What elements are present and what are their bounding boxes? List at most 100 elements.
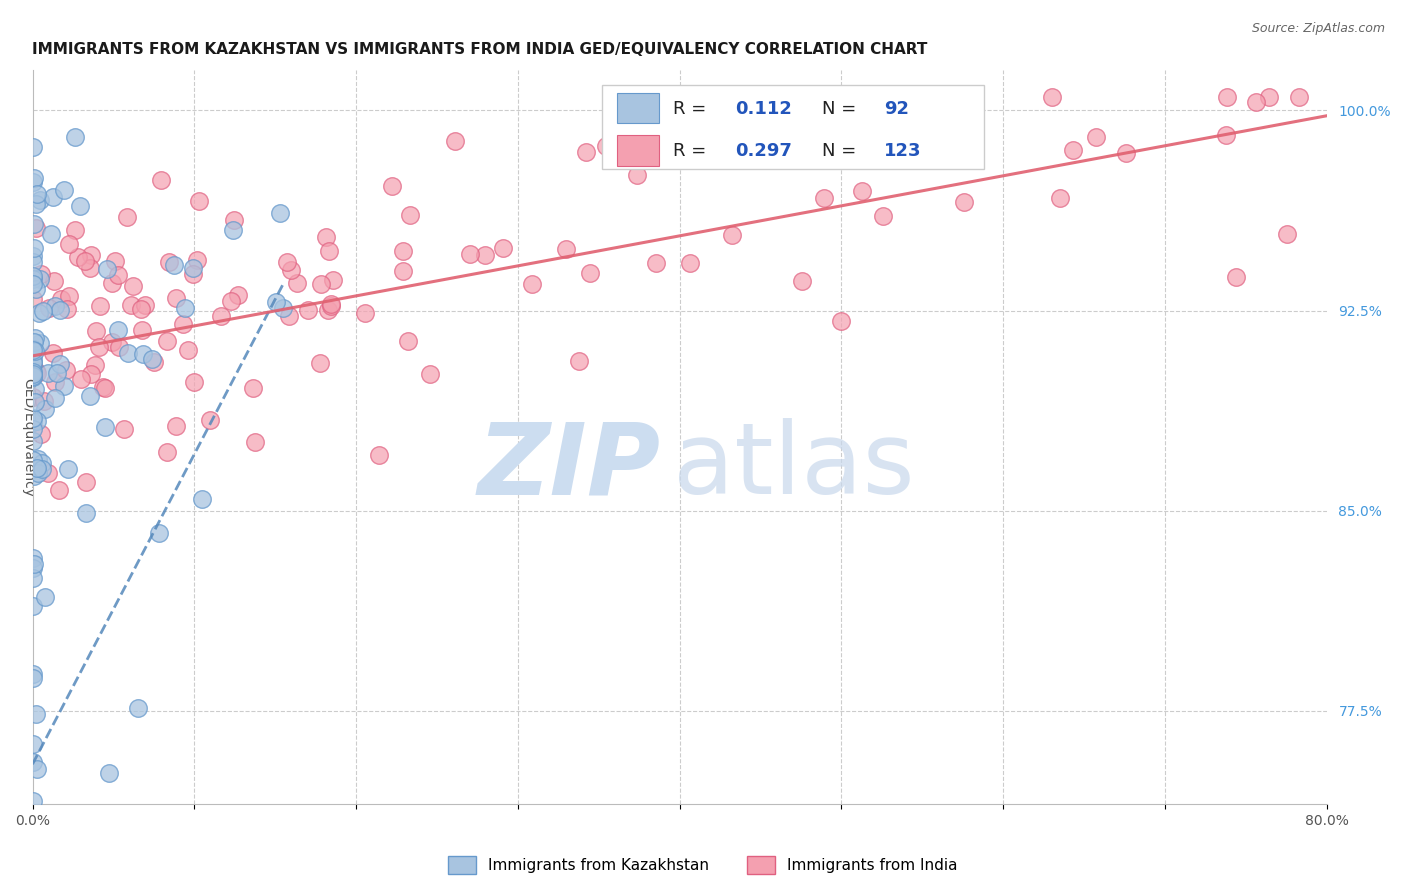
Point [181,267,204,281]
Point [1275,227,1298,242]
Point [132,346,155,360]
Point [645,256,668,270]
Point [392,264,415,278]
Point [69,199,91,213]
Point [25,282,48,296]
Text: N =: N = [823,142,862,160]
Point [46,366,69,380]
Point [183,376,205,390]
Point [131,301,153,316]
Point [626,169,648,183]
Point [226,288,249,302]
Point [28,306,51,320]
Point [107,340,129,354]
Point [458,247,481,261]
Point [21,139,44,153]
Point [269,205,291,219]
Text: R =: R = [673,100,711,118]
Point [186,252,208,267]
Point [56,301,79,316]
Point [34,590,56,604]
Point [177,343,200,357]
Point [27,414,49,428]
Point [94,381,117,395]
Point [444,134,467,148]
Point [354,306,377,320]
Text: Source: ZipAtlas.com: Source: ZipAtlas.com [1251,22,1385,36]
Point [84,358,107,372]
Text: atlas: atlas [673,418,915,516]
Point [848,137,870,152]
Point [69,372,91,386]
Point [21,343,44,357]
Point [98,765,121,780]
Point [30,272,52,286]
Text: 92: 92 [884,100,910,118]
Point [1115,146,1137,161]
Point [107,323,129,337]
Point [21,255,44,269]
Point [27,451,49,466]
Text: ZIP: ZIP [477,418,661,516]
Point [32,304,55,318]
Point [242,381,264,395]
Point [24,331,46,345]
Point [474,248,496,262]
Point [21,355,44,369]
Bar [617,93,659,123]
Point [243,435,266,450]
Point [22,292,45,306]
Point [831,314,853,328]
Point [21,755,44,769]
Point [156,334,179,349]
Point [53,183,76,197]
Point [142,355,165,369]
Point [280,263,302,277]
Point [679,150,702,164]
Point [315,229,337,244]
Point [1216,90,1239,104]
Point [398,208,420,222]
Point [492,242,515,256]
Point [96,262,118,277]
Point [24,344,46,359]
Point [191,491,214,506]
Point [31,461,53,475]
Point [104,253,127,268]
Point [56,462,79,476]
Point [21,453,44,467]
Point [21,415,44,429]
Point [101,276,124,290]
Point [21,434,44,449]
Point [22,335,45,350]
Point [21,370,44,384]
Point [44,299,66,313]
Point [679,256,702,270]
Bar [617,135,659,166]
Point [65,223,87,237]
Point [44,391,66,405]
Text: R =: R = [673,142,711,160]
Point [308,356,330,370]
Point [222,213,245,227]
Point [21,356,44,370]
Point [27,460,49,475]
Point [22,558,45,572]
Point [44,375,66,389]
Point [21,342,44,356]
Point [79,389,101,403]
Point [27,466,49,480]
Point [134,297,156,311]
Point [367,448,389,462]
Point [25,763,48,777]
Point [30,267,52,281]
Point [575,145,598,159]
Point [908,125,931,139]
Point [149,173,172,187]
Point [555,242,578,256]
Point [21,671,44,685]
Point [721,228,744,243]
Point [84,324,107,338]
Point [1258,90,1281,104]
Point [21,666,44,681]
